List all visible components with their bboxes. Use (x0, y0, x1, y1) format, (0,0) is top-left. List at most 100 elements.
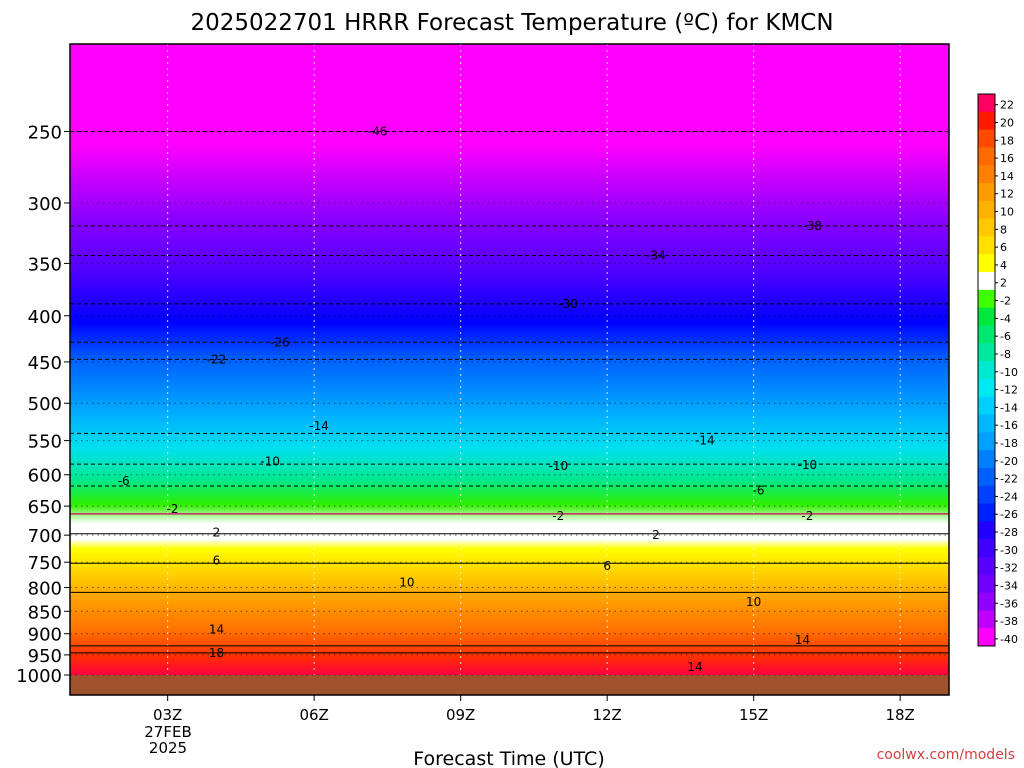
x-tick-label: 15Z (739, 706, 768, 724)
colorbar-label: -32 (1000, 562, 1018, 575)
colorbar-swatch (978, 503, 995, 522)
colorbar-frame (977, 93, 996, 647)
isotherm-label: -38 (802, 219, 822, 233)
isotherm-label: -34 (646, 248, 666, 262)
colorbar-label: -28 (1000, 526, 1018, 539)
isotherm-label: 6 (213, 554, 221, 568)
colorbar-label: -6 (1000, 330, 1011, 343)
credit-text: coolwx.com/models (877, 747, 1015, 763)
colorbar-label: -14 (1000, 401, 1018, 414)
colorbar-swatch (978, 574, 995, 594)
temperature-field (70, 44, 949, 675)
y-tick-label: 950 (28, 646, 62, 667)
colorbar-swatch (978, 307, 995, 326)
y-tick-label: 900 (28, 625, 62, 646)
isotherm-label: -30 (558, 297, 578, 311)
colorbar-label: 4 (1000, 259, 1007, 272)
x-tick-label: 03Z (153, 706, 182, 724)
colorbar-label: 8 (1000, 223, 1007, 236)
colorbar-swatch (978, 218, 995, 237)
isotherm-label: -2 (552, 509, 564, 523)
isotherm-label: -6 (118, 474, 130, 488)
isotherm-label: -10 (549, 459, 569, 473)
plot-frame (69, 43, 950, 696)
colorbar-swatch (978, 272, 995, 291)
y-axis-ticks: 2503003504004505005506006507007508008509… (16, 122, 70, 687)
colorbar-label: -36 (1000, 597, 1018, 610)
isotherm-label: -22 (207, 352, 227, 366)
colorbar-swatch (978, 200, 995, 220)
colorbar-swatch (978, 361, 995, 380)
colorbar-label: -40 (1000, 633, 1018, 646)
colorbar-swatch (978, 325, 995, 344)
date-year-label: 2025 (149, 739, 187, 757)
terrain-band (70, 675, 949, 695)
isotherm-label: -14 (309, 419, 329, 433)
chart-title: 2025022701 HRRR Forecast Temperature (ºC… (190, 10, 833, 36)
colorbar-swatch (978, 111, 995, 131)
colorbar-swatch (978, 450, 995, 469)
isotherm-label: 18 (209, 646, 224, 660)
y-tick-label: 650 (28, 497, 62, 518)
isotherm-label: 2 (213, 525, 221, 539)
isotherm-label: -10 (260, 454, 280, 468)
colorbar-label: -34 (1000, 579, 1018, 592)
colorbar-label: -8 (1000, 348, 1011, 361)
y-tick-label: 550 (28, 432, 62, 453)
y-tick-label: 1000 (16, 666, 62, 687)
colorbar-swatch (978, 556, 995, 576)
colorbar-label: 20 (1000, 116, 1014, 129)
colorbar-label: -38 (1000, 615, 1018, 628)
y-tick-label: 400 (28, 307, 62, 328)
colorbar-label: -26 (1000, 508, 1018, 521)
x-tick-label: 12Z (592, 706, 621, 724)
colorbar-swatch (978, 147, 995, 166)
colorbar-label: -24 (1000, 490, 1018, 503)
colorbar-label: -2 (1000, 295, 1011, 308)
colorbar-label: -20 (1000, 455, 1018, 468)
colorbar-swatch (978, 539, 995, 558)
isotherm-label: -2 (801, 509, 813, 523)
isotherm-label: -6 (753, 484, 765, 498)
colorbar-label: 14 (1000, 170, 1014, 183)
y-tick-label: 300 (28, 194, 62, 215)
y-tick-label: 500 (28, 394, 62, 415)
isotherm-label: -46 (368, 124, 388, 138)
isotherm-label: -2 (167, 502, 179, 516)
colorbar-swatch (978, 467, 995, 487)
isotherm-label: 14 (687, 660, 702, 674)
x-axis-ticks: 03Z 06Z 09Z 12Z 15Z 18Z (153, 695, 915, 724)
isotherm-lines (70, 130, 949, 654)
x-tick-label: 18Z (885, 706, 914, 724)
isotherm-label: -14 (695, 434, 715, 448)
colorbar-label: 12 (1000, 188, 1014, 201)
colorbar-swatch (978, 94, 995, 113)
y-tick-label: 800 (28, 579, 62, 600)
colorbar-label: 18 (1000, 134, 1014, 147)
isotherm-label: 2 (652, 528, 660, 542)
isotherm-label: 10 (746, 595, 761, 609)
colorbar-label: -10 (1000, 366, 1018, 379)
date-day-label: 27FEB (144, 723, 191, 741)
colorbar-label: 22 (1000, 99, 1014, 112)
colorbar-swatch (978, 414, 995, 433)
colorbar-swatch (978, 485, 995, 505)
colorbar-swatch (978, 592, 995, 611)
colorbar-label: -16 (1000, 419, 1018, 432)
y-tick-label: 350 (28, 254, 62, 275)
colorbar-swatch (978, 343, 995, 362)
colorbar-swatch (978, 521, 995, 540)
colorbar-label: -22 (1000, 473, 1018, 486)
x-axis-label: Forecast Time (UTC) (413, 748, 604, 768)
colorbar-label: -4 (1000, 312, 1011, 325)
colorbar-label: -18 (1000, 437, 1018, 450)
colorbar-swatch (978, 183, 995, 202)
colorbar-label: 6 (1000, 241, 1007, 254)
colorbar-label: 10 (1000, 206, 1014, 219)
colorbar-swatch (978, 236, 995, 255)
isotherm-labels: -46-38-34-30-26-22-14-14-10 -10 -10-6-6-2-… (118, 124, 822, 674)
colorbar-swatch (978, 628, 995, 647)
colorbar-label: -30 (1000, 544, 1018, 557)
y-tick-label: 850 (28, 602, 62, 623)
